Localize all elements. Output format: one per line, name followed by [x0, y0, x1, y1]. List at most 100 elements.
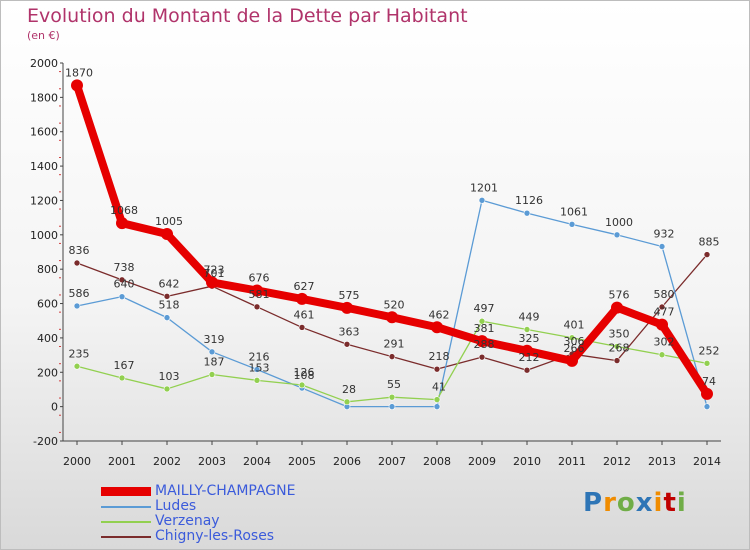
- y-tick-label: -200: [33, 435, 58, 448]
- data-point-mailly-champagne: [566, 354, 578, 367]
- data-label-chigny-les-roses: 306: [564, 335, 585, 348]
- legend-swatch-ludes: [101, 506, 151, 508]
- data-label-ludes: 1201: [470, 181, 498, 194]
- y-tick-label: 1800: [30, 91, 58, 104]
- data-label-verzenay: 126: [294, 366, 315, 379]
- data-label-ludes: 319: [204, 333, 225, 346]
- data-point-verzenay: [478, 317, 486, 325]
- data-label-verzenay: 28: [342, 383, 356, 396]
- data-label-mailly-champagne: 1068: [110, 204, 138, 217]
- y-minor-tick: [59, 105, 61, 107]
- data-label-mailly-champagne: 676: [249, 271, 270, 284]
- data-label-mailly-champagne: 1005: [155, 215, 183, 228]
- data-label-ludes: 640: [114, 278, 135, 291]
- legend-label: Verzenay: [155, 513, 220, 529]
- y-tick-label: 1000: [30, 229, 58, 242]
- data-label-verzenay: 103: [159, 370, 180, 383]
- data-point-mailly-champagne: [116, 217, 128, 230]
- data-label-verzenay: 153: [249, 361, 270, 374]
- y-tick-label: 2000: [30, 57, 58, 70]
- data-label-mailly-champagne: 627: [294, 280, 315, 293]
- data-labels: 836 738 642 701 581 461 363 291 218 288 212 306 268 5…: [65, 66, 720, 395]
- data-point-ludes: [523, 209, 531, 217]
- data-point-verzenay: [298, 381, 306, 389]
- legend-label: MAILLY-CHAMPAGNE: [155, 483, 296, 499]
- data-point-chigny-les-roses: [298, 324, 306, 331]
- data-point-ludes: [478, 196, 486, 204]
- x-tick-label: 2006: [333, 455, 361, 468]
- brand-letter: o: [616, 488, 636, 518]
- y-minor-tick: [59, 311, 61, 313]
- data-point-chigny-les-roses: [703, 251, 711, 258]
- data-label-ludes: 586: [69, 287, 90, 300]
- data-label-chigny-les-roses: 291: [384, 338, 405, 351]
- data-label-mailly-champagne: 325: [519, 332, 540, 345]
- y-tick-label: 600: [37, 298, 58, 311]
- legend-item-mailly-champagne[interactable]: MAILLY-CHAMPAGNE: [101, 483, 361, 500]
- x-tick-label: 2005: [288, 455, 316, 468]
- data-label-chigny-les-roses: 738: [114, 261, 135, 274]
- y-tick-label: 1400: [30, 160, 58, 173]
- legend-label: Ludes: [155, 498, 197, 514]
- data-point-ludes: [388, 403, 396, 410]
- x-tick-label: 2014: [693, 455, 721, 468]
- legend-item-chigny-les-roses[interactable]: Chigny-les-Roses: [101, 528, 361, 545]
- data-label-verzenay: 235: [69, 347, 90, 360]
- data-point-mailly-champagne: [611, 301, 623, 314]
- y-tick-label: 1200: [30, 194, 58, 207]
- data-label-mailly-champagne: 381: [474, 322, 495, 335]
- data-point-verzenay: [568, 334, 576, 342]
- y-minor-tick: [59, 242, 61, 244]
- data-point-verzenay: [118, 374, 126, 382]
- data-label-chigny-les-roses: 288: [474, 338, 495, 351]
- brand-letter: i: [653, 488, 664, 518]
- data-label-ludes: 1061: [560, 205, 588, 218]
- legend-swatch-verzenay: [101, 521, 151, 523]
- y-minor-tick: [59, 157, 61, 158]
- data-label-ludes: 108: [294, 369, 315, 382]
- y-minor-tick: [59, 122, 61, 124]
- data-label-verzenay: 497: [474, 302, 495, 315]
- y-minor-tick: [59, 277, 61, 279]
- x-tick-label: 2008: [423, 455, 451, 468]
- data-label-verzenay: 41: [432, 381, 446, 394]
- data-label-chigny-les-roses: 580: [654, 288, 675, 301]
- data-point-mailly-champagne: [386, 311, 398, 324]
- data-point-mailly-champagne: [296, 292, 308, 305]
- brand-letter: P: [583, 488, 604, 518]
- data-point-ludes: [163, 314, 171, 321]
- data-label-ludes: 518: [159, 299, 180, 312]
- data-point-chigny-les-roses: [478, 353, 486, 361]
- data-point-verzenay: [613, 343, 621, 350]
- brand-letter: i: [676, 488, 687, 518]
- brand-letter: x: [635, 488, 654, 518]
- data-label-chigny-les-roses: 885: [699, 236, 720, 249]
- legend: MAILLY-CHAMPAGNE Ludes Verzenay Chigny-l…: [101, 483, 361, 545]
- series-layer: [71, 79, 713, 410]
- x-tick-label: 2000: [63, 455, 91, 468]
- legend-item-verzenay[interactable]: Verzenay: [101, 513, 361, 530]
- x-tick-label: 2003: [198, 455, 226, 468]
- data-label-chigny-les-roses: 581: [249, 288, 270, 301]
- data-point-ludes: [433, 403, 441, 410]
- data-label-mailly-champagne: 520: [384, 298, 405, 311]
- x-tick-label: 2002: [153, 455, 181, 468]
- legend-item-ludes[interactable]: Ludes: [101, 498, 361, 515]
- data-point-chigny-les-roses: [388, 353, 396, 360]
- data-point-chigny-les-roses: [658, 303, 666, 311]
- data-label-ludes: 1126: [515, 194, 543, 207]
- data-label-verzenay: 449: [519, 310, 540, 323]
- y-minor-tick: [59, 208, 61, 210]
- data-label-chigny-les-roses: 268: [609, 342, 630, 355]
- legend-swatch-mailly-champagne: [101, 487, 151, 496]
- brand-letter: t: [663, 488, 677, 518]
- data-label-mailly-champagne: 462: [429, 308, 450, 321]
- data-point-chigny-les-roses: [343, 340, 351, 348]
- y-tick-label: 0: [51, 401, 58, 414]
- data-point-mailly-champagne: [656, 318, 668, 331]
- y-minor-tick: [59, 174, 61, 176]
- data-point-chigny-les-roses: [253, 303, 261, 311]
- y-tick-label: 200: [37, 366, 58, 379]
- data-label-mailly-champagne: 477: [654, 306, 675, 319]
